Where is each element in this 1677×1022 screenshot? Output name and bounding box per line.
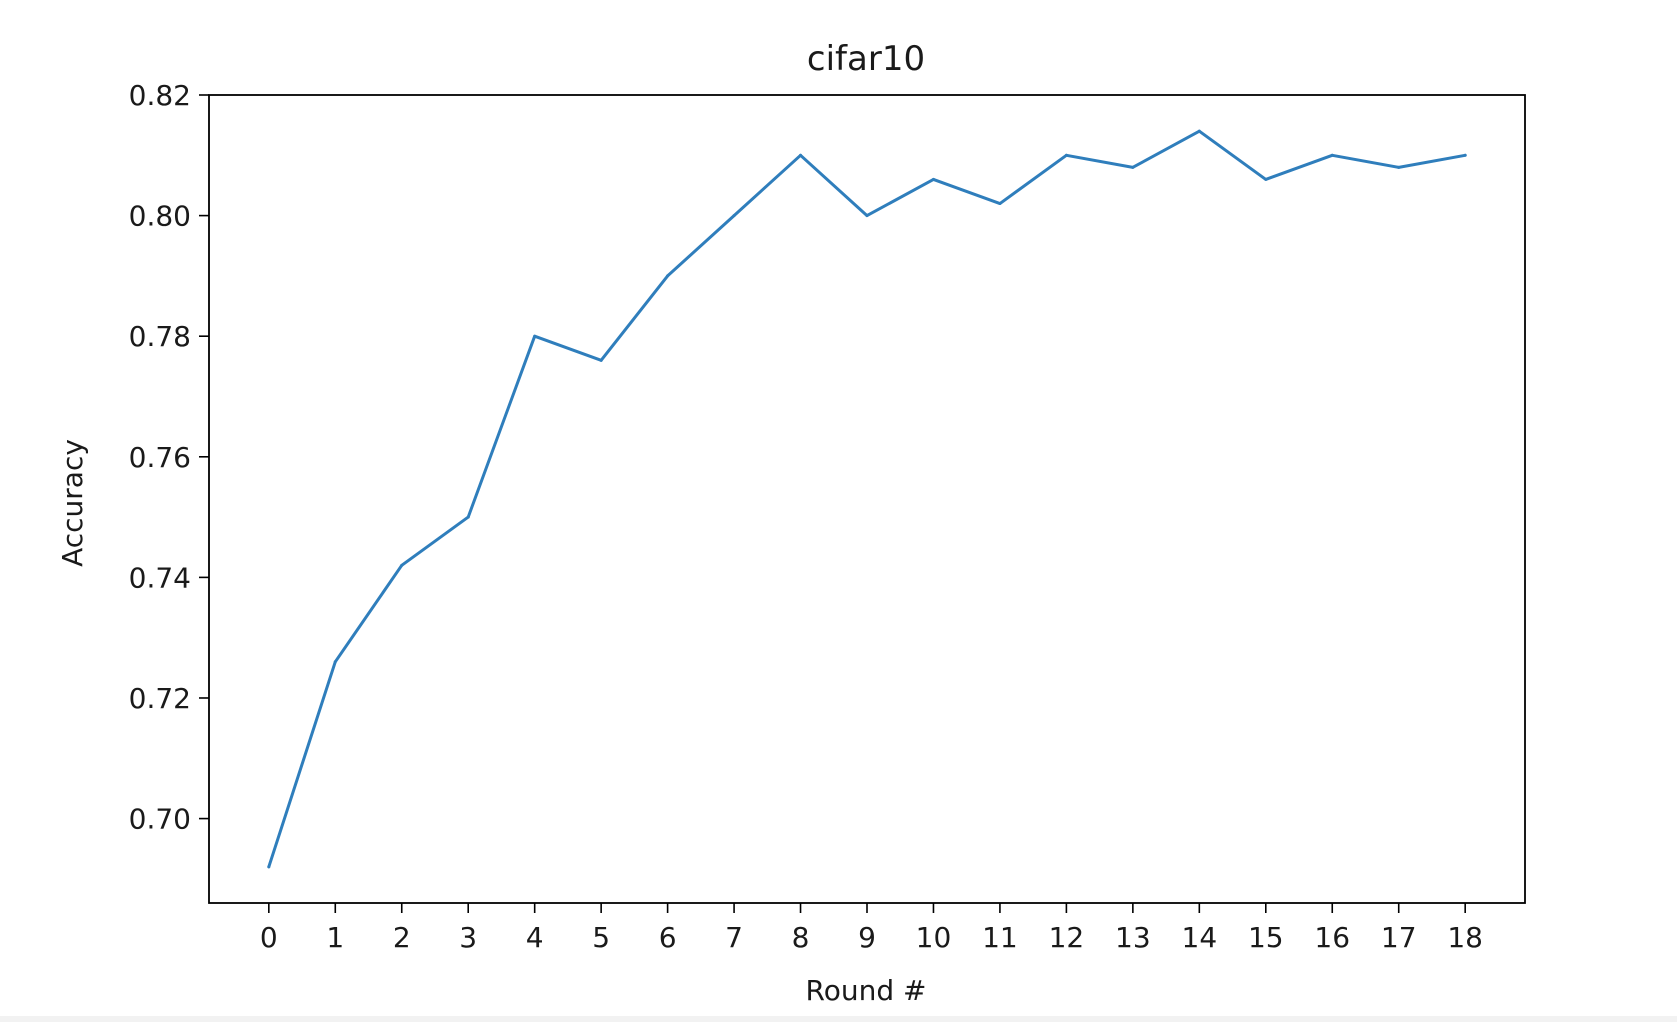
data-point	[732, 214, 736, 218]
data-point	[267, 865, 271, 869]
data-point	[400, 563, 404, 567]
y-axis-ticks: 0.70 0.72 0.74 0.76 0.78 0.80 0.82	[129, 79, 209, 836]
x-tick-label: 6	[659, 921, 677, 954]
y-tick-label: 0.82	[129, 79, 191, 112]
data-point	[931, 177, 935, 181]
x-tick-label: 8	[792, 921, 810, 954]
chart-title: cifar10	[807, 39, 925, 79]
y-axis-label: Accuracy	[56, 439, 89, 567]
x-axis-label: Round #	[806, 974, 927, 1007]
data-point	[1330, 153, 1334, 157]
data-point	[466, 515, 470, 519]
x-tick-label: 9	[858, 921, 876, 954]
x-tick-label: 0	[260, 921, 278, 954]
data-point	[1064, 153, 1068, 157]
x-tick-label: 2	[393, 921, 411, 954]
data-point	[333, 660, 337, 664]
data-point	[1264, 177, 1268, 181]
x-tick-label: 4	[526, 921, 544, 954]
y-tick-label: 0.76	[129, 441, 191, 474]
x-tick-label: 5	[592, 921, 610, 954]
y-tick-label: 0.78	[129, 320, 191, 353]
x-tick-label: 7	[725, 921, 743, 954]
bottom-strip	[0, 1016, 1677, 1022]
x-tick-label: 18	[1447, 921, 1483, 954]
y-tick-label: 0.70	[129, 803, 191, 836]
data-point	[1397, 165, 1401, 169]
data-point	[533, 334, 537, 338]
x-tick-label: 16	[1314, 921, 1350, 954]
plot-frame	[208, 94, 1526, 904]
data-point	[599, 358, 603, 362]
y-tick-label: 0.72	[129, 682, 191, 715]
x-tick-label: 17	[1381, 921, 1417, 954]
data-point	[865, 214, 869, 218]
x-tick-label: 13	[1115, 921, 1151, 954]
x-tick-label: 1	[326, 921, 344, 954]
x-tick-label: 12	[1049, 921, 1085, 954]
x-tick-label: 11	[982, 921, 1018, 954]
y-tick-label: 0.74	[129, 561, 191, 594]
data-points	[267, 129, 1467, 869]
x-tick-label: 14	[1182, 921, 1218, 954]
x-tick-label: 3	[459, 921, 477, 954]
x-tick-label: 15	[1248, 921, 1284, 954]
data-point	[666, 274, 670, 278]
y-tick-label: 0.80	[129, 200, 191, 233]
data-point	[998, 202, 1002, 206]
data-point	[799, 153, 803, 157]
data-point	[1463, 153, 1467, 157]
x-tick-label: 10	[916, 921, 952, 954]
data-point	[1197, 129, 1201, 133]
x-axis-ticks: 0 1 2 3 4 5 6 7 8 9 10 11 12 13 14 15 16 17 18	[260, 903, 1483, 954]
data-point	[1131, 165, 1135, 169]
series-line	[267, 129, 1467, 869]
